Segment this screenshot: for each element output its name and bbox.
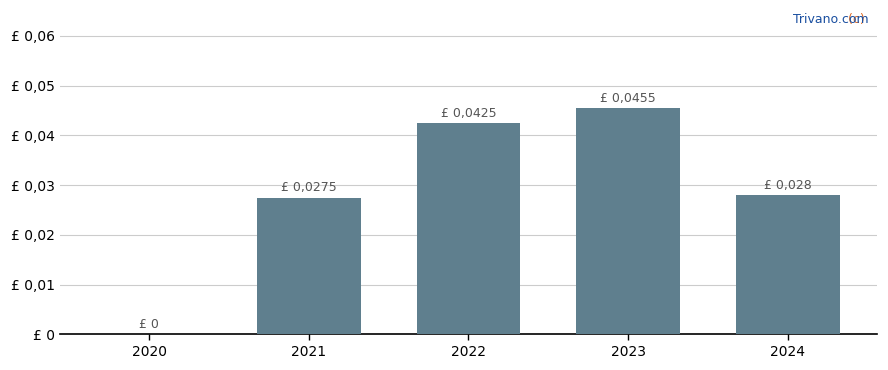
Bar [576,108,680,334]
Bar [416,123,520,334]
Text: £ 0,0425: £ 0,0425 [440,107,496,120]
Text: £ 0: £ 0 [139,318,159,331]
Bar [257,198,361,334]
Text: Trivano.com: Trivano.com [765,13,868,26]
Text: £ 0,0455: £ 0,0455 [600,92,656,105]
Bar [736,195,840,334]
Text: £ 0,028: £ 0,028 [764,179,812,192]
Text: (c): (c) [848,13,868,26]
Text: £ 0,0275: £ 0,0275 [281,181,337,194]
